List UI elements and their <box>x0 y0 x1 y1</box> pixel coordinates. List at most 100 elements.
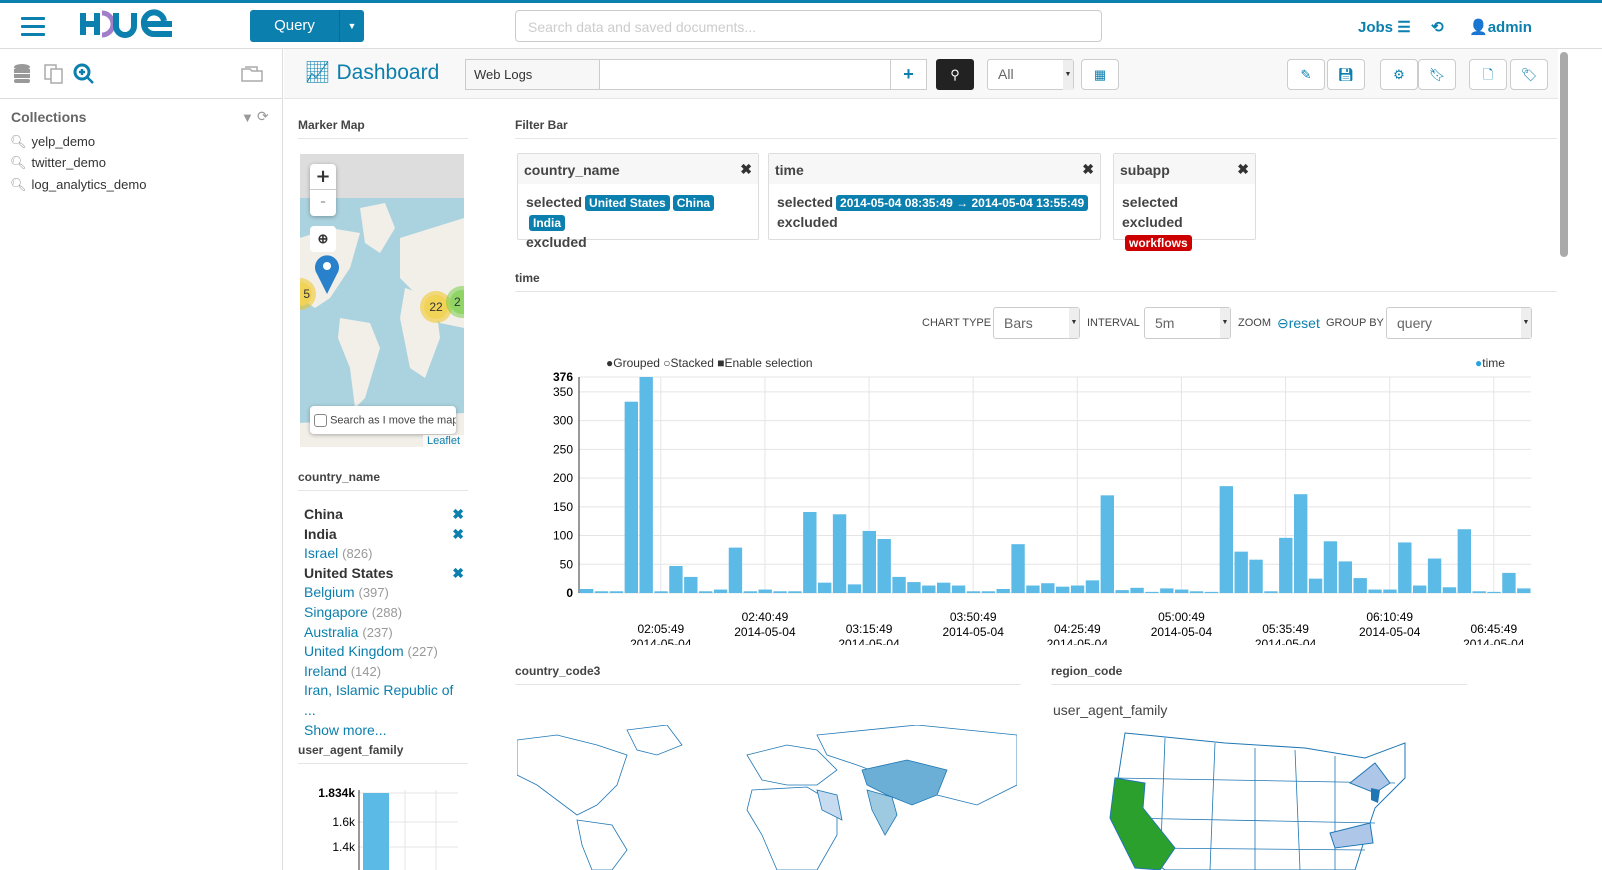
query-input[interactable] <box>599 59 891 90</box>
bar[interactable] <box>624 401 638 593</box>
collection-select[interactable]: Web Logs <box>465 59 600 90</box>
bar[interactable] <box>981 591 995 593</box>
bar[interactable] <box>1219 486 1233 593</box>
bar[interactable] <box>699 591 713 593</box>
bar[interactable] <box>1279 537 1293 593</box>
scrollbar[interactable] <box>1560 52 1568 257</box>
facet-item[interactable]: Ireland (142) <box>304 662 464 682</box>
bar[interactable] <box>862 530 876 593</box>
zoom-reset-link[interactable]: ⊖reset <box>1277 315 1320 332</box>
country-china[interactable] <box>861 759 948 806</box>
hue-logo[interactable] <box>80 9 176 47</box>
state-region[interactable] <box>1371 788 1380 803</box>
bar[interactable] <box>1398 542 1412 593</box>
bar[interactable] <box>728 547 743 593</box>
bar[interactable] <box>1383 589 1397 593</box>
bar[interactable] <box>1472 591 1486 593</box>
bar[interactable] <box>1457 529 1471 593</box>
caret-down-icon[interactable]: ▼ <box>339 10 364 42</box>
facet-item[interactable]: United Kingdom (227) <box>304 642 464 662</box>
new-document-button[interactable]: 🗋 <box>1469 59 1507 90</box>
search-as-move-checkbox[interactable] <box>314 414 327 427</box>
bar[interactable] <box>892 576 906 593</box>
search-button[interactable]: ⚲ <box>936 59 974 90</box>
state-california[interactable] <box>1109 777 1176 870</box>
bar[interactable] <box>1115 590 1129 593</box>
us-choropleth-map[interactable] <box>1105 728 1415 870</box>
collection-item[interactable]: 🔍︎ yelp_demo <box>10 134 95 150</box>
facet-item[interactable]: Australia (237) <box>304 623 464 643</box>
bar[interactable] <box>1026 585 1040 593</box>
selected-tag[interactable]: United States <box>585 195 670 211</box>
country-india[interactable] <box>866 789 898 836</box>
bar[interactable] <box>996 588 1010 593</box>
marker-cluster[interactable]: 2 <box>450 290 464 314</box>
chart-type-select[interactable]: Bars ▼ <box>993 307 1080 339</box>
search-plus-icon[interactable] <box>73 63 95 85</box>
bar[interactable] <box>743 591 757 593</box>
bar[interactable] <box>773 591 787 593</box>
tags-button[interactable]: 🏷︎ <box>1510 59 1548 90</box>
settings-button[interactable]: ⚙ <box>1380 59 1418 90</box>
bar[interactable] <box>966 591 981 593</box>
search-type-select[interactable]: All ▼ <box>987 59 1074 90</box>
facet-item[interactable]: China ✖ <box>304 505 464 525</box>
user-agent-bar[interactable] <box>363 793 389 870</box>
selected-tag[interactable]: China <box>672 195 715 211</box>
remove-icon[interactable]: ✖ <box>452 506 464 522</box>
bar[interactable] <box>1487 591 1501 593</box>
state-region[interactable] <box>1349 762 1391 794</box>
bar[interactable] <box>1294 494 1308 593</box>
bar[interactable] <box>788 591 802 593</box>
bar[interactable] <box>1130 587 1144 593</box>
show-more-link[interactable]: Show more... <box>304 721 387 738</box>
selected-tag[interactable]: India <box>529 215 566 231</box>
refresh-icon[interactable]: ⟳ <box>257 108 269 124</box>
marker-cluster[interactable]: 5 <box>300 282 312 306</box>
world-choropleth-map[interactable] <box>517 725 1017 870</box>
edit-button[interactable]: ✎ <box>1287 59 1325 90</box>
state-region[interactable] <box>1329 822 1374 849</box>
bar[interactable] <box>1338 561 1352 593</box>
bar[interactable] <box>907 582 921 593</box>
bar[interactable] <box>609 591 624 593</box>
bar[interactable] <box>1413 585 1427 593</box>
bar[interactable] <box>951 585 966 593</box>
bar[interactable] <box>1427 558 1442 593</box>
bar[interactable] <box>1368 589 1382 593</box>
bar[interactable] <box>1353 578 1367 593</box>
facet-item[interactable]: Iran, Islamic Republic of ... <box>304 681 464 720</box>
bar[interactable] <box>847 584 862 593</box>
bar[interactable] <box>1175 589 1189 593</box>
enable-selection-checkbox[interactable]: ■ <box>717 356 725 370</box>
zoom-out-button[interactable]: - <box>320 194 326 210</box>
search-as-move-control[interactable]: Search as I move the map <box>310 406 456 434</box>
facet-item[interactable]: Israel (826) <box>304 544 464 564</box>
add-query-button[interactable]: + <box>890 59 927 90</box>
bar[interactable] <box>580 588 594 593</box>
grouped-radio[interactable]: ● <box>606 356 614 370</box>
bar[interactable] <box>818 582 832 593</box>
remove-icon[interactable]: ✖ <box>452 564 464 581</box>
user-menu[interactable]: 👤admin <box>1469 18 1532 36</box>
database-icon[interactable] <box>13 63 31 85</box>
facet-item[interactable]: Singapore (288) <box>304 603 464 623</box>
bookmark-button[interactable]: 🔖︎ <box>1418 59 1456 90</box>
collection-item[interactable]: 🔍︎ log_analytics_demo <box>10 177 146 193</box>
time-bar-chart[interactable]: 05010015020025030035037602:05:492014-05-… <box>540 370 1550 645</box>
query-button[interactable]: Query ▼ <box>250 10 364 42</box>
bar[interactable] <box>669 566 683 593</box>
marker-map[interactable]: + - ⊕ 5 22 2 Search as I move the map Le… <box>300 154 464 447</box>
legend[interactable]: ●time <box>1475 356 1505 370</box>
bar[interactable] <box>758 589 772 593</box>
leaflet-attribution[interactable]: Leaflet <box>422 435 464 447</box>
close-icon[interactable]: ✖ <box>740 161 752 177</box>
bar[interactable] <box>1041 583 1055 593</box>
bar[interactable] <box>832 514 847 593</box>
bar[interactable] <box>803 512 817 593</box>
filter-icon[interactable]: ▼ <box>241 110 254 125</box>
bar[interactable] <box>1249 559 1263 593</box>
bar[interactable] <box>1204 591 1219 593</box>
group-by-select[interactable]: query ▼ <box>1386 307 1532 339</box>
bar[interactable] <box>1100 495 1114 593</box>
